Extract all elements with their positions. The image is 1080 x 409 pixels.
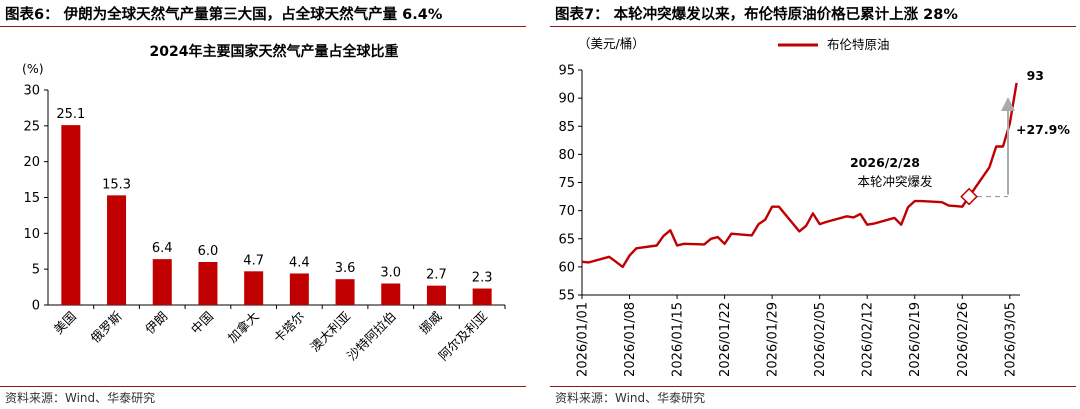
bar-value-label: 6.4 — [152, 241, 173, 256]
end-value-label: 93 — [1027, 68, 1044, 83]
category-label: 加拿大 — [225, 309, 262, 346]
bar-value-label: 4.4 — [289, 255, 310, 270]
left-source-note: 资料来源：Wind、华泰研究 — [5, 391, 156, 405]
y-tick-label: 65 — [558, 232, 575, 247]
x-tick-label: 2026/02/26 — [956, 302, 971, 377]
y-tick-label: 10 — [23, 227, 40, 242]
change-arrow-head — [1001, 97, 1015, 111]
bar-value-label: 2.7 — [426, 268, 447, 283]
x-tick-label: 2026/01/01 — [576, 302, 591, 377]
category-label: 阿尔及利亚 — [435, 309, 490, 364]
y-tick-label: 80 — [558, 148, 575, 163]
bar-5 — [244, 271, 264, 305]
right-bottom-rule — [550, 386, 1076, 387]
event-marker-diamond — [960, 187, 978, 206]
left-panel: 图表6： 伊朗为全球天然气产量第三大国，占全球天然气产量 6.4% 2024年主… — [0, 0, 530, 409]
category-label: 卡塔尔 — [270, 309, 307, 346]
category-label: 俄罗斯 — [88, 309, 125, 346]
bar-value-label: 4.7 — [243, 253, 264, 268]
y-tick-label: 70 — [558, 204, 575, 219]
change-label: +27.9% — [1016, 122, 1070, 137]
right-panel: 图表7： 本轮冲突爆发以来，布伦特原油价格已累计上涨 28% （美元/桶） 布伦特… — [550, 0, 1080, 409]
bar-3 — [152, 259, 172, 305]
y-tick-label: 85 — [558, 120, 575, 135]
bar-value-label: 6.0 — [198, 244, 219, 259]
bar-value-label: 3.6 — [335, 261, 356, 276]
y-tick-label: 20 — [23, 155, 40, 170]
category-label: 美国 — [51, 309, 79, 337]
bar-6 — [289, 273, 309, 305]
x-tick-label: 2026/01/29 — [766, 302, 781, 377]
y-tick-label: 75 — [558, 176, 575, 191]
category-label: 澳大利亚 — [307, 309, 353, 355]
x-tick-label: 2026/01/15 — [671, 302, 686, 377]
bar-chart: 2024年主要国家天然气产量占全球比重 (%) 0 5 10 15 20 25 30 25.1 美国… — [22, 43, 506, 364]
x-tick-label: 2026/01/22 — [718, 302, 733, 377]
left-panel-title: 图表6： 伊朗为全球天然气产量第三大国，占全球天然气产量 6.4% — [5, 7, 443, 23]
event-text-label: 本轮冲突爆发 — [857, 174, 933, 189]
bar-7 — [335, 279, 355, 305]
y-tick-label: 5 — [32, 263, 40, 278]
bar-1 — [61, 125, 81, 305]
right-panel-title: 图表7： 本轮冲突爆发以来，布伦特原油价格已累计上涨 28% — [555, 7, 958, 23]
bar-value-label: 25.1 — [56, 107, 85, 122]
bar-8 — [381, 283, 401, 305]
chart-title: 2024年主要国家天然气产量占全球比重 — [150, 43, 399, 60]
bar-2 — [107, 195, 127, 305]
y-tick-label: 0 — [32, 299, 40, 314]
x-tick-label: 2026/01/08 — [623, 302, 638, 377]
y-tick-label: 25 — [23, 119, 40, 134]
bar-4 — [198, 262, 218, 305]
bar-9 — [426, 285, 446, 305]
y-tick-label: 55 — [558, 289, 575, 304]
category-label: 沙特阿拉伯 — [344, 309, 399, 364]
category-label: 挪威 — [416, 308, 445, 337]
y-tick-label: 60 — [558, 260, 575, 275]
category-label: 伊朗 — [142, 309, 170, 337]
y-axis-unit: (%) — [22, 61, 44, 76]
y-axis-unit: （美元/桶） — [578, 36, 645, 51]
right-top-rule — [550, 26, 1076, 27]
bar-10 — [472, 288, 492, 305]
series-line-brent — [581, 82, 1018, 269]
x-tick-label: 2026/02/19 — [908, 302, 923, 377]
right-source-note: 资料来源：Wind、华泰研究 — [555, 391, 706, 405]
x-tick-label: 2026/02/12 — [861, 302, 876, 377]
x-tick-label: 2026/02/05 — [813, 302, 828, 377]
legend-label-brent: 布伦特原油 — [827, 37, 890, 52]
y-tick-label: 30 — [23, 84, 40, 99]
bar-value-label: 3.0 — [380, 266, 401, 281]
left-bottom-rule — [0, 386, 526, 387]
bar-value-label: 15.3 — [102, 177, 131, 192]
y-tick-label: 90 — [558, 92, 575, 107]
category-label: 中国 — [188, 309, 216, 337]
y-tick-label: 95 — [558, 64, 575, 79]
left-top-rule — [0, 26, 526, 27]
bar-value-label: 2.3 — [472, 271, 493, 286]
x-tick-label: 2026/03/05 — [1003, 302, 1018, 377]
y-tick-label: 15 — [23, 191, 40, 206]
line-chart: （美元/桶） 布伦特原油 55 60 65 70 75 80 85 90 95 2026/01/01 2… — [558, 36, 1070, 377]
event-date-label: 2026/2/28 — [850, 155, 920, 170]
